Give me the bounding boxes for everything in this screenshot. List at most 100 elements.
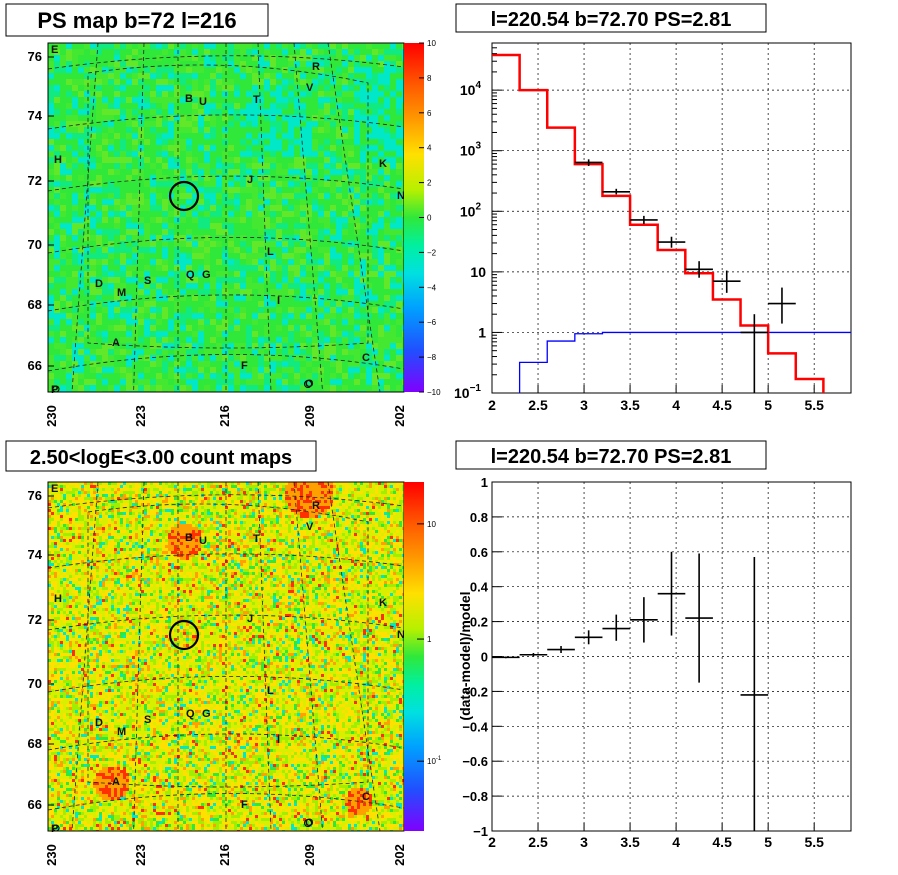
map-pixel <box>354 217 360 223</box>
map-pixel <box>360 503 363 506</box>
map-pixel <box>282 229 288 235</box>
map-pixel <box>84 91 90 97</box>
map-pixel <box>126 49 132 55</box>
map-pixel <box>114 121 120 127</box>
map-pixel <box>318 485 321 488</box>
map-pixel <box>246 115 252 121</box>
map-pixel <box>54 145 60 151</box>
map-pixel <box>126 205 132 211</box>
map-pixel <box>132 139 138 145</box>
map-pixel <box>327 506 330 509</box>
map-pixel <box>120 485 123 488</box>
map-pixel <box>66 295 72 301</box>
map-pixel <box>210 127 216 133</box>
map-pixel <box>258 265 264 271</box>
region-label: M <box>117 287 126 299</box>
map-pixel <box>210 217 216 223</box>
map-pixel <box>252 512 255 515</box>
map-pixel <box>54 61 60 67</box>
map-pixel <box>390 355 396 361</box>
map-pixel <box>192 512 195 515</box>
map-pixel <box>66 313 72 319</box>
map-pixel <box>90 491 93 494</box>
map-pixel <box>366 277 372 283</box>
map-pixel <box>336 85 342 91</box>
map-pixel <box>162 127 168 133</box>
map-pixel <box>348 199 354 205</box>
map-pixel <box>174 500 177 503</box>
map-pixel <box>264 73 270 79</box>
map-pixel <box>294 271 300 277</box>
map-pixel <box>324 151 330 157</box>
map-pixel <box>90 503 93 506</box>
map-pixel <box>162 259 168 265</box>
map-pixel <box>132 217 138 223</box>
map-pixel <box>366 235 372 241</box>
map-pixel <box>180 253 186 259</box>
map-pixel <box>174 497 177 500</box>
map-pixel <box>288 151 294 157</box>
map-pixel <box>288 211 294 217</box>
map-pixel <box>102 217 108 223</box>
map-pixel <box>306 109 312 115</box>
map-pixel <box>132 512 135 515</box>
map-pixel <box>204 512 207 515</box>
map-pixel <box>282 97 288 103</box>
map-pixel <box>390 265 396 271</box>
map-pixel <box>225 506 228 509</box>
map-pixel <box>72 509 75 512</box>
map-pixel <box>216 485 219 488</box>
map-pixel <box>219 497 222 500</box>
map-pixel <box>396 349 402 355</box>
map-pixel <box>366 373 372 379</box>
map-pixel <box>180 151 186 157</box>
map-pixel <box>354 373 360 379</box>
map-pixel <box>228 235 234 241</box>
map-pixel <box>282 61 288 67</box>
map-pixel <box>366 199 372 205</box>
map-pixel <box>168 91 174 97</box>
map-pixel <box>102 379 108 385</box>
map-pixel <box>240 223 246 229</box>
map-pixel <box>150 43 156 49</box>
map-pixel <box>171 506 174 509</box>
map-pixel <box>102 229 108 235</box>
map-pixel <box>108 379 114 385</box>
map-pixel <box>297 497 300 500</box>
map-pixel <box>66 497 69 500</box>
map-pixel <box>306 349 312 355</box>
map-pixel <box>168 253 174 259</box>
map-pixel <box>54 229 60 235</box>
map-pixel <box>192 49 198 55</box>
map-pixel <box>96 73 102 79</box>
map-pixel <box>240 235 246 241</box>
map-pixel <box>303 491 306 494</box>
map-y-tick-label: 66 <box>28 358 42 373</box>
map-pixel <box>180 289 186 295</box>
map-pixel <box>282 217 288 223</box>
map-pixel <box>198 241 204 247</box>
map-pixel <box>147 494 150 497</box>
map-pixel <box>348 169 354 175</box>
map-pixel <box>234 491 237 494</box>
map-pixel <box>72 331 78 337</box>
map-pixel <box>264 193 270 199</box>
map-pixel <box>261 503 264 506</box>
map-pixel <box>348 91 354 97</box>
map-pixel <box>168 283 174 289</box>
map-pixel <box>306 175 312 181</box>
map-pixel <box>204 289 210 295</box>
map-pixel <box>234 379 240 385</box>
map-pixel <box>144 103 150 109</box>
map-pixel <box>270 289 276 295</box>
map-pixel <box>174 49 180 55</box>
map-pixel <box>390 313 396 319</box>
map-pixel <box>264 491 267 494</box>
map-pixel <box>372 109 378 115</box>
map-pixel <box>138 247 144 253</box>
map-pixel <box>210 247 216 253</box>
map-pixel <box>120 491 123 494</box>
map-pixel <box>174 67 180 73</box>
map-pixel <box>120 49 126 55</box>
map-pixel <box>390 175 396 181</box>
